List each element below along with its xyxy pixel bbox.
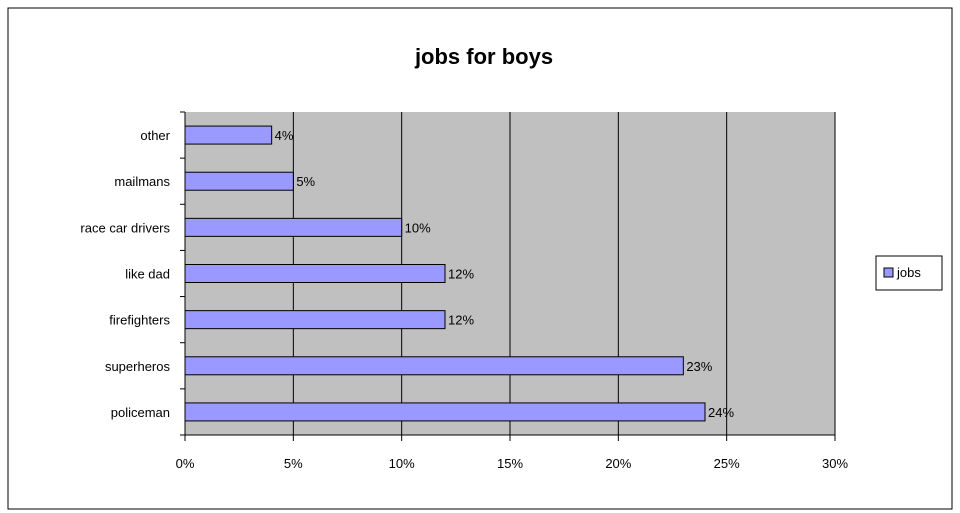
x-tick-label: 30% (822, 456, 848, 471)
x-tick-label: 25% (714, 456, 740, 471)
x-tick-label: 10% (389, 456, 415, 471)
bar (184, 310, 446, 330)
bar (184, 402, 706, 422)
axes (180, 111, 836, 441)
data-label: 23% (686, 359, 712, 374)
bars (184, 125, 706, 422)
bar (184, 217, 403, 237)
category-label: superheros (105, 359, 171, 374)
category-label: policeman (111, 405, 170, 420)
legend: jobs (875, 255, 943, 291)
category-label: race car drivers (80, 220, 170, 235)
bar (184, 125, 273, 145)
legend-label: jobs (896, 265, 921, 280)
data-labels: 4% 5% 10% 12% 12% 23% 24% (275, 128, 735, 420)
x-tick-label: 15% (497, 456, 523, 471)
chart-frame (7, 7, 953, 510)
bar (184, 171, 294, 191)
bar (184, 264, 446, 283)
legend-swatch (883, 267, 894, 278)
category-labels: other mailmans race car drivers like dad fir… (80, 128, 170, 420)
data-label: 10% (405, 220, 431, 235)
data-label: 24% (708, 405, 734, 420)
category-label: like dad (125, 267, 170, 282)
x-tick-label: 0% (176, 456, 195, 471)
data-label: 4% (275, 128, 294, 143)
x-tick-label: 5% (284, 456, 303, 471)
chart-title: jobs for boys (414, 44, 553, 69)
x-tick-label: 20% (605, 456, 631, 471)
category-label: mailmans (114, 174, 170, 189)
bar (184, 356, 684, 376)
category-label: other (140, 128, 170, 143)
data-label: 5% (296, 174, 315, 189)
data-label: 12% (448, 267, 474, 282)
data-label: 12% (448, 313, 474, 328)
tick-labels: 0% 5% 10% 15% 20% 25% 30% (176, 456, 849, 471)
category-label: firefighters (109, 313, 170, 328)
